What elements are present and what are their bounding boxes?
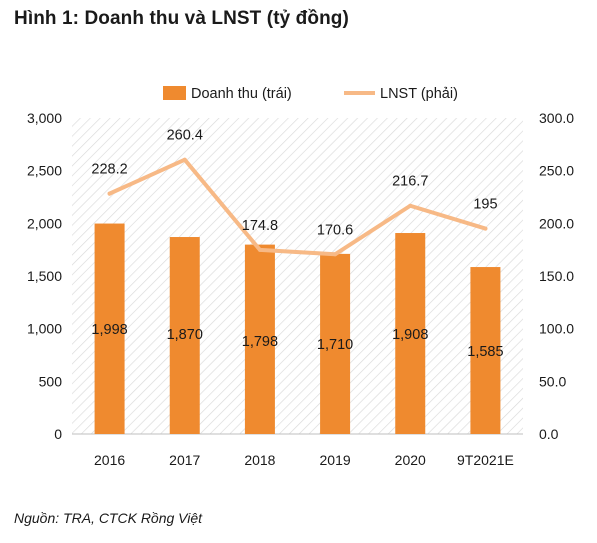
revenue-bar xyxy=(94,223,125,434)
x-tick-label: 2016 xyxy=(94,452,125,468)
bar-series xyxy=(94,223,501,434)
left-tick-label: 1,500 xyxy=(27,268,62,284)
profit-line xyxy=(107,157,488,257)
revenue-bar xyxy=(169,237,200,434)
left-tick-label: 500 xyxy=(39,373,63,389)
revenue-data-label: 1,908 xyxy=(392,327,428,343)
right-tick-label: 150.0 xyxy=(539,268,574,284)
right-axis: 0.0 50.0 100.0 150.0 200.0 250.0 300.0 xyxy=(539,110,574,442)
chart-title: Hình 1: Doanh thu và LNST (tỷ đồng) xyxy=(14,8,349,29)
right-tick-label: 200.0 xyxy=(539,215,574,231)
profit-point xyxy=(408,203,413,208)
revenue-bar xyxy=(244,244,275,434)
profit-point xyxy=(483,226,488,231)
legend: Doanh thu (trái) LNST (phải) xyxy=(163,86,458,102)
x-tick-label: 2019 xyxy=(320,452,351,468)
profit-point xyxy=(257,247,262,252)
right-tick-label: 50.0 xyxy=(539,373,566,389)
right-tick-label: 250.0 xyxy=(539,163,574,179)
left-tick-label: 2,000 xyxy=(27,215,62,231)
profit-data-label: 170.6 xyxy=(317,222,353,238)
revenue-bar xyxy=(320,253,351,434)
combo-chart: Doanh thu (trái) LNST (phải) 0 500 1,000 1,5… xyxy=(27,86,574,468)
line-series xyxy=(107,157,488,257)
left-tick-label: 2,500 xyxy=(27,163,62,179)
profit-data-label: 195 xyxy=(473,197,497,213)
revenue-data-label: 1,870 xyxy=(167,327,203,343)
left-tick-label: 3,000 xyxy=(27,110,62,126)
revenue-bar xyxy=(395,233,426,434)
x-tick-label: 2020 xyxy=(395,452,426,468)
line-data-labels: 228.2 260.4 174.8 170.6 216.7 195 xyxy=(91,128,497,239)
legend-label-profit: LNST (phải) xyxy=(380,86,458,102)
revenue-data-label: 1,710 xyxy=(317,337,353,353)
revenue-data-label: 1,998 xyxy=(91,322,127,338)
x-tick-label: 2018 xyxy=(244,452,275,468)
left-tick-label: 1,000 xyxy=(27,321,62,337)
profit-data-label: 174.8 xyxy=(242,218,278,234)
right-tick-label: 100.0 xyxy=(539,321,574,337)
profit-data-label: 228.2 xyxy=(91,162,127,178)
x-tick-label: 2017 xyxy=(169,452,200,468)
revenue-data-label: 1,585 xyxy=(467,344,503,360)
profit-point xyxy=(182,157,187,162)
plot-background xyxy=(72,118,523,434)
profit-data-label: 260.4 xyxy=(167,128,203,144)
right-tick-label: 0.0 xyxy=(539,426,559,442)
source-note: Nguồn: TRA, CTCK Rồng Việt xyxy=(14,510,203,526)
revenue-bar xyxy=(470,267,501,434)
x-axis: 2016 2017 2018 2019 2020 9T2021E xyxy=(94,452,514,468)
legend-label-revenue: Doanh thu (trái) xyxy=(191,86,292,102)
profit-point xyxy=(107,191,112,196)
revenue-data-label: 1,798 xyxy=(242,334,278,350)
profit-data-label: 216.7 xyxy=(392,174,428,190)
legend-swatch-revenue xyxy=(163,86,186,100)
profit-point xyxy=(333,252,338,257)
right-tick-label: 300.0 xyxy=(539,110,574,126)
bar-data-labels: 1,998 1,870 1,798 1,710 1,908 1,585 xyxy=(91,322,503,360)
x-tick-label: 9T2021E xyxy=(457,452,514,468)
left-axis: 0 500 1,000 1,500 2,000 2,500 3,000 xyxy=(27,110,62,442)
left-tick-label: 0 xyxy=(54,426,62,442)
